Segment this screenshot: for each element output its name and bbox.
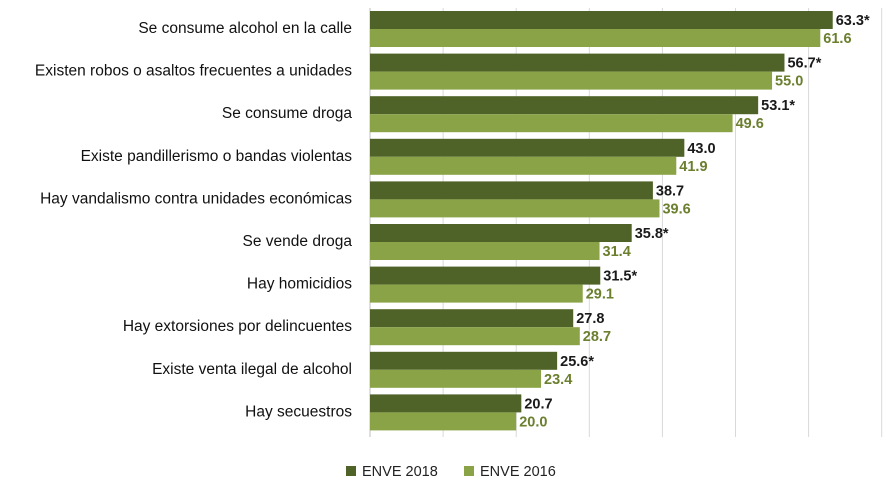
value-label-enve-2018-se-consume-droga: 53.1* bbox=[761, 98, 795, 114]
bar-enve-2018-hay-secuestros bbox=[370, 394, 522, 413]
category-label-hay-extorsiones-por-delincuentes: Hay extorsiones por delincuentes bbox=[123, 318, 352, 335]
value-label-enve-2018-hay-extorsiones-por-delincuentes: 27.8 bbox=[576, 311, 604, 327]
value-labels: 63.3* 61.656.7* 55.0 53.1* 49.6 43.0 41.9 38.7 3… bbox=[519, 13, 870, 430]
bar-enve-2016-hay-homicidios bbox=[370, 284, 583, 303]
bar-enve-2016-existe-pandillerismo-o-bandas-violentas bbox=[370, 156, 677, 175]
bar-enve-2016-se-vende-droga bbox=[370, 242, 600, 260]
legend-label-enve-2016: ENVE 2016 bbox=[480, 464, 556, 480]
value-label-enve-2016-existen-robos-o-asaltos-frecuentes-a-unidades: 55.0 bbox=[775, 74, 803, 90]
category-label-existe-pandillerismo-o-bandas-violentas: Existe pandillerismo o bandas violentas bbox=[81, 148, 353, 165]
legend-label-enve-2018: ENVE 2018 bbox=[362, 464, 438, 480]
category-label-se-consume-alcohol-en-la-calle: Se consume alcohol en la calle bbox=[138, 20, 352, 37]
category-label-se-vende-droga: Se vende droga bbox=[243, 233, 353, 250]
category-label-existe-venta-ilegal-de-alcohol: Existe venta ilegal de alcohol bbox=[152, 361, 352, 378]
category-label-hay-vandalismo-contra-unidades-economicas: Hay vandalismo contra unidades económica… bbox=[40, 190, 352, 207]
value-label-enve-2018-se-vende-droga: 35.8* bbox=[635, 226, 669, 242]
category-label-existen-robos-o-asaltos-frecuentes-a-unidades: Existen robos o asaltos frecuentes a uni… bbox=[35, 63, 352, 80]
category-label-hay-secuestros: Hay secuestros bbox=[245, 403, 352, 420]
value-label-enve-2018-existe-pandillerismo-o-bandas-violentas: 43.0 bbox=[687, 141, 715, 157]
category-label-se-consume-droga: Se consume droga bbox=[222, 105, 352, 122]
bar-enve-2018-se-consume-alcohol-en-la-calle bbox=[370, 11, 833, 29]
bar-enve-2016-se-consume-alcohol-en-la-calle bbox=[370, 29, 821, 47]
bar-enve-2016-hay-extorsiones-por-delincuentes bbox=[370, 327, 580, 346]
bar-enve-2018-se-consume-droga bbox=[370, 96, 759, 115]
bars bbox=[370, 11, 833, 431]
value-label-enve-2018-existe-venta-ilegal-de-alcohol: 25.6* bbox=[560, 354, 594, 370]
value-label-enve-2016-existe-venta-ilegal-de-alcohol: 23.4 bbox=[544, 372, 572, 388]
value-label-enve-2016-hay-homicidios: 29.1 bbox=[586, 287, 614, 303]
value-label-enve-2018-hay-vandalismo-contra-unidades-economicas: 38.7 bbox=[656, 183, 684, 199]
legend-swatch-enve-2018 bbox=[346, 466, 356, 476]
value-label-enve-2016-hay-vandalismo-contra-unidades-economicas: 39.6 bbox=[662, 201, 690, 217]
value-label-enve-2016-hay-extorsiones-por-delincuentes: 28.7 bbox=[583, 329, 611, 345]
bar-enve-2018-hay-homicidios bbox=[370, 266, 601, 285]
bar-enve-2018-existen-robos-o-asaltos-frecuentes-a-unidades bbox=[370, 53, 785, 72]
value-label-enve-2018-existen-robos-o-asaltos-frecuentes-a-unidades: 56.7* bbox=[787, 56, 821, 72]
category-labels: Se consume alcohol en la calle Existen ro… bbox=[35, 20, 352, 420]
value-label-enve-2018-hay-secuestros: 20.7 bbox=[524, 396, 552, 412]
bar-enve-2016-se-consume-droga bbox=[370, 114, 733, 133]
bar-enve-2016-hay-secuestros bbox=[370, 412, 517, 431]
value-label-enve-2016-existe-pandillerismo-o-bandas-violentas: 41.9 bbox=[679, 159, 707, 175]
value-label-enve-2016-se-vende-droga: 31.4 bbox=[603, 244, 631, 260]
value-label-enve-2016-hay-secuestros: 20.0 bbox=[519, 414, 547, 430]
bar-enve-2018-existe-pandillerismo-o-bandas-violentas bbox=[370, 138, 685, 157]
bar-enve-2016-existe-venta-ilegal-de-alcohol bbox=[370, 369, 542, 388]
bar-enve-2018-hay-vandalismo-contra-unidades-economicas bbox=[370, 181, 653, 200]
legend: ENVE 2018 ENVE 2016 bbox=[346, 464, 556, 480]
bar-enve-2016-hay-vandalismo-contra-unidades-economicas bbox=[370, 199, 660, 218]
value-label-enve-2018-hay-homicidios: 31.5* bbox=[603, 269, 637, 285]
value-label-enve-2016-se-consume-droga: 49.6 bbox=[736, 116, 764, 132]
value-label-enve-2018-se-consume-alcohol-en-la-calle: 63.3* bbox=[836, 13, 870, 29]
bar-enve-2018-hay-extorsiones-por-delincuentes bbox=[370, 309, 574, 328]
value-label-enve-2016-se-consume-alcohol-en-la-calle: 61.6 bbox=[823, 31, 851, 47]
bar-enve-2018-se-vende-droga bbox=[370, 224, 632, 242]
bar-enve-2016-existen-robos-o-asaltos-frecuentes-a-unidades bbox=[370, 71, 773, 90]
legend-swatch-enve-2016 bbox=[464, 466, 474, 476]
category-label-hay-homicidios: Hay homicidios bbox=[247, 276, 352, 293]
bar-enve-2018-existe-venta-ilegal-de-alcohol bbox=[370, 351, 558, 370]
